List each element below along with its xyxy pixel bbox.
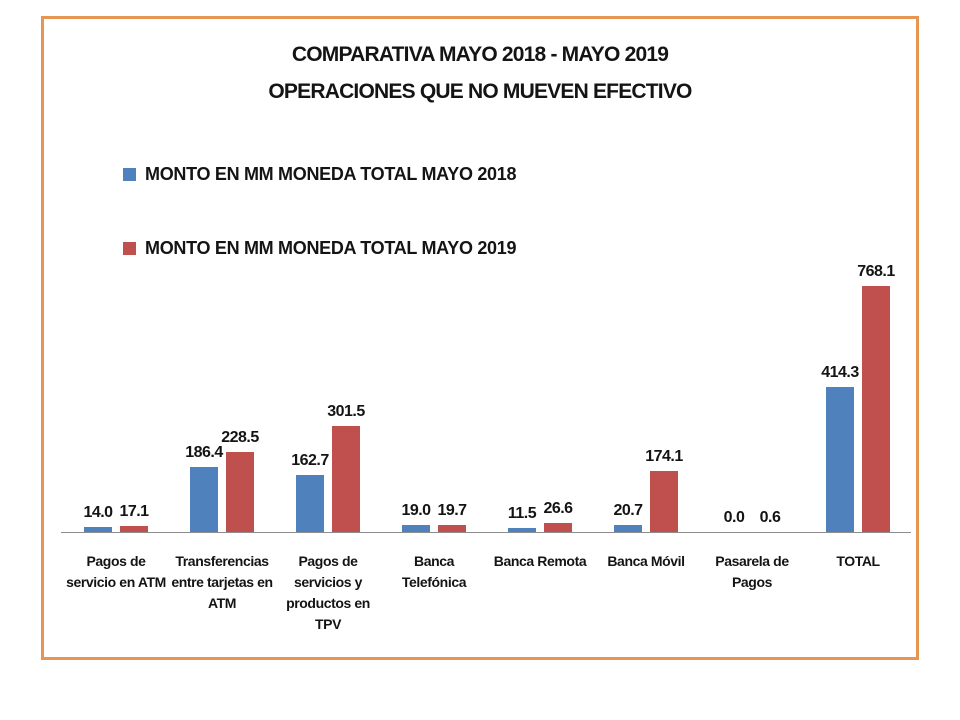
barwrap-2018: 20.7 <box>613 263 643 532</box>
category-label: Banca Remota <box>493 553 587 569</box>
value-label: 19.7 <box>437 502 467 520</box>
plot-area: 14.0 17.1 186.4 228.5 162.7 301.5 19.0 19.7 11.5… <box>63 263 911 532</box>
barwrap-2019: 19.7 <box>437 263 467 532</box>
value-label: 186.4 <box>185 443 223 461</box>
bar-2018 <box>826 386 854 532</box>
barwrap-2019: 768.1 <box>857 263 895 532</box>
category-label: Pasarela de Pagos <box>715 553 789 590</box>
value-label: 19.0 <box>401 502 431 520</box>
bar-2019 <box>226 452 254 532</box>
bar-group: 11.5 26.6 <box>487 263 593 532</box>
bar-2019 <box>650 471 678 532</box>
value-label: 26.6 <box>543 499 573 517</box>
legend-swatch-2018 <box>123 167 136 181</box>
bar-group: 162.7 301.5 <box>275 263 381 532</box>
barwrap-2019: 26.6 <box>543 263 573 532</box>
bar-group: 0.0 0.6 <box>699 263 805 532</box>
barwrap-2019: 228.5 <box>221 263 259 532</box>
chart-title-line2: OPERACIONES QUE NO MUEVEN EFECTIVO <box>268 80 692 103</box>
value-label: 228.5 <box>221 429 259 446</box>
legend-swatch-2019 <box>123 241 136 255</box>
value-label: 414.3 <box>821 363 859 381</box>
value-label: 0.6 <box>759 508 781 526</box>
barwrap-2018: 414.3 <box>821 263 859 532</box>
value-label: 162.7 <box>291 452 329 469</box>
value-label: 11.5 <box>507 505 537 522</box>
bar-2019 <box>438 525 466 532</box>
legend-label-2019: MONTO EN MM MONEDA TOTAL MAYO 2019 <box>145 237 517 258</box>
category-label: Pagos de servicios y productos en TPV <box>286 553 370 632</box>
barwrap-2018: 19.0 <box>401 263 431 532</box>
barwrap-2019: 0.6 <box>756 263 784 532</box>
bar-group: 414.3 768.1 <box>805 263 911 532</box>
bar-2018 <box>84 527 112 532</box>
legend-label-2018: MONTO EN MM MONEDA TOTAL MAYO 2018 <box>145 163 517 184</box>
bar-2019 <box>332 426 360 532</box>
barwrap-2019: 17.1 <box>119 263 149 532</box>
bar-group: 20.7 174.1 <box>593 263 699 532</box>
category-label: TOTAL <box>836 553 880 569</box>
barwrap-2019: 174.1 <box>645 263 683 532</box>
legend-item-2018: MONTO EN MM MONEDA TOTAL MAYO 2018 <box>123 163 516 185</box>
category-label: Banca Móvil <box>607 553 685 569</box>
bar-2019 <box>120 526 148 532</box>
legend: MONTO EN MM MONEDA TOTAL MAYO 2018 MONTO… <box>123 163 516 311</box>
barwrap-2019: 301.5 <box>327 263 365 532</box>
bar-2018 <box>402 525 430 532</box>
value-label: 20.7 <box>613 501 643 519</box>
barwrap-2018: 0.0 <box>720 263 748 532</box>
bar-2019 <box>544 522 572 532</box>
value-label: 174.1 <box>645 448 683 465</box>
barwrap-2018: 162.7 <box>291 263 329 532</box>
x-axis-line <box>61 532 911 533</box>
bar-2018 <box>614 524 642 532</box>
bar-2019 <box>862 286 890 532</box>
value-label: 14.0 <box>83 504 113 522</box>
value-label: 301.5 <box>327 403 365 421</box>
category-axis: Pagos de servicio en ATM Transferencias e… <box>63 551 911 635</box>
value-label: 0.0 <box>723 509 745 526</box>
legend-item-2019: MONTO EN MM MONEDA TOTAL MAYO 2019 <box>123 237 516 259</box>
bar-group: 14.0 17.1 <box>63 263 169 532</box>
bar-group: 186.4 228.5 <box>169 263 275 532</box>
value-label: 17.1 <box>119 503 149 520</box>
barwrap-2018: 186.4 <box>185 263 223 532</box>
category-label: Transferencias entre tarjetas en ATM <box>171 553 273 611</box>
bar-2018 <box>508 528 536 532</box>
category-label: Banca Telefónica <box>401 553 467 590</box>
category-label: Pagos de servicio en ATM <box>66 553 166 590</box>
value-label: 768.1 <box>857 263 895 280</box>
chart-title-line1: COMPARATIVA MAYO 2018 - MAYO 2019 <box>291 43 669 66</box>
bar-2018 <box>190 466 218 532</box>
bar-group: 19.0 19.7 <box>381 263 487 532</box>
barwrap-2018: 14.0 <box>83 263 113 532</box>
barwrap-2018: 11.5 <box>507 263 537 532</box>
chart-frame: COMPARATIVA MAYO 2018 - MAYO 2019 OPERAC… <box>41 16 919 660</box>
bar-2018 <box>296 475 324 532</box>
chart-title: COMPARATIVA MAYO 2018 - MAYO 2019 OPERAC… <box>44 36 916 110</box>
